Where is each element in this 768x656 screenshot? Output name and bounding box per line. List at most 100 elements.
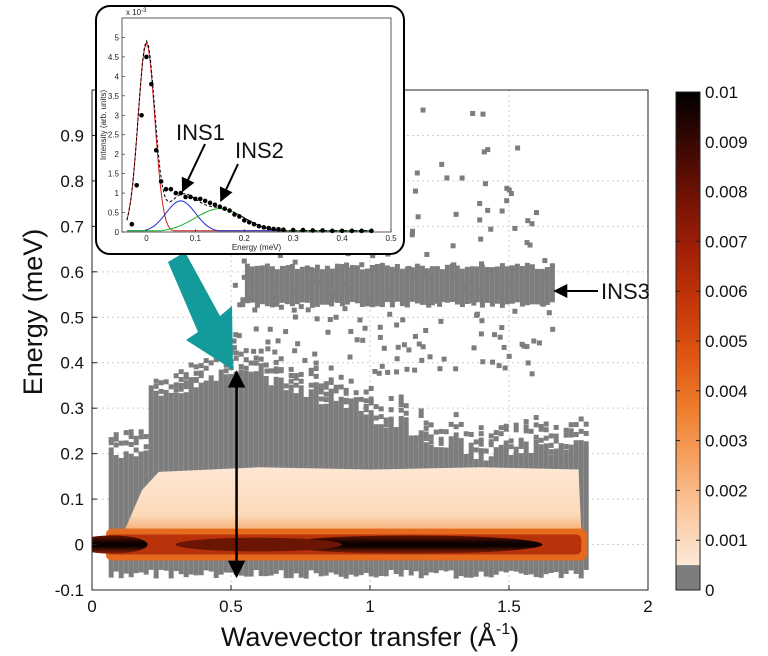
speckle-cell: [563, 443, 569, 449]
speckle-cell: [273, 366, 279, 372]
speckle-cell: [292, 348, 298, 354]
speckle-cell: [323, 384, 329, 390]
ins3-band-column: [289, 263, 295, 307]
speckle-cell: [272, 349, 278, 355]
ins3-band-column: [379, 262, 385, 308]
inset-y-tick-label: 5: [115, 33, 120, 42]
speckle-cell: [363, 407, 369, 413]
ins3-band-column: [504, 266, 510, 305]
speckle-cell: [453, 366, 459, 372]
ins3-band-column: [319, 269, 325, 305]
x-tick-label: 1.5: [497, 597, 521, 616]
ins3-band-column: [449, 263, 455, 302]
speckle-cell: [548, 433, 554, 439]
ins3-band-column: [439, 269, 445, 303]
speckle-cell: [543, 421, 549, 427]
ins3-band-column: [339, 264, 345, 307]
speckle-cell: [338, 374, 344, 380]
speckle-cell: [360, 337, 366, 343]
speckle-cell: [553, 433, 559, 439]
speckle-cell: [548, 442, 554, 448]
y-tick-label: 0.5: [60, 308, 84, 327]
speckle-cell: [573, 431, 579, 437]
speckle-cell: [468, 432, 474, 438]
ins3-band-column: [314, 264, 320, 307]
ins3-band-column: [414, 263, 420, 304]
speckle-cell: [424, 251, 430, 257]
speckle-cell: [403, 403, 409, 409]
y-axis-label: Energy (meV): [18, 229, 48, 396]
speckle-cell: [508, 438, 514, 444]
speckle-cell: [377, 324, 383, 330]
ins3-band-column: [524, 262, 530, 306]
speckle-cell: [325, 329, 331, 335]
inset-data-point: [168, 186, 174, 192]
speckle-cell: [133, 447, 139, 453]
speckle-cell: [237, 302, 243, 308]
inset-y-tick-label: 3: [115, 111, 120, 120]
speckle-cell: [471, 345, 477, 351]
speckle-cell: [198, 363, 204, 369]
speckle-cell: [438, 428, 444, 434]
inset-y-tick-label: 3.5: [108, 92, 120, 101]
speckle-cell: [459, 175, 465, 181]
speckle-cell: [248, 360, 254, 366]
ins3-band-column: [549, 263, 555, 303]
speckle-cell: [437, 301, 443, 307]
speckle-cell: [478, 431, 484, 437]
speckle-cell: [313, 373, 319, 379]
inset-data-point: [163, 186, 169, 192]
ins3-band-column: [324, 265, 330, 305]
speckle-cell: [403, 410, 409, 416]
speckle-cell: [401, 342, 407, 348]
speckle-cell: [240, 302, 246, 308]
speckle-cell: [538, 426, 544, 432]
speckle-cell: [378, 406, 384, 412]
speckle-cell: [543, 427, 549, 433]
y-tick-label: 0.8: [60, 172, 84, 191]
speckle-cell: [158, 380, 164, 386]
colorbar-tick-label: 0.005: [705, 332, 748, 351]
inset-data-point: [217, 204, 223, 210]
y-tick-label: 0.1: [60, 490, 84, 509]
speckle-cell: [370, 253, 376, 259]
speckle-cell: [143, 444, 149, 450]
speckle-cell: [412, 188, 418, 194]
y-tick-label: 0.7: [60, 217, 84, 236]
x-axis-label: Wavevector transfer (Å-1): [221, 621, 519, 652]
speckle-cell: [274, 301, 280, 307]
speckle-cell: [448, 421, 454, 427]
inset-data-point: [256, 223, 262, 229]
inset-y-scale-sup: -3: [141, 8, 147, 14]
speckle-cell: [233, 355, 239, 361]
speckle-cell: [470, 110, 476, 116]
speckle-cell: [263, 362, 269, 368]
speckle-cell: [518, 437, 524, 443]
ins3-band-column: [334, 263, 340, 303]
speckle-cell: [493, 436, 499, 442]
inset-data-point: [330, 228, 335, 234]
speckle-cell: [528, 428, 534, 434]
speckle-cell: [385, 369, 391, 375]
speckle-cell: [427, 354, 433, 360]
speckle-cell: [253, 360, 259, 366]
speckle-cell: [138, 434, 144, 440]
speckle-cell: [318, 383, 324, 389]
heatmap-field: [92, 107, 589, 579]
speckle-cell: [533, 210, 539, 216]
speckle-cell: [423, 431, 429, 437]
ins3-label: INS3: [601, 279, 650, 304]
x-axis-label-main: Wavevector transfer (Å: [221, 621, 496, 652]
speckle-cell: [358, 396, 364, 402]
speckle-cell: [412, 333, 418, 339]
speckle-cell: [118, 440, 124, 446]
speckle-cell: [363, 398, 369, 404]
speckle-cell: [231, 338, 237, 344]
speckle-cell: [458, 421, 464, 427]
speckle-cell: [503, 426, 509, 432]
speckle-cell: [525, 218, 531, 224]
speckle-cell: [333, 384, 339, 390]
speckle-cell: [512, 308, 518, 314]
speckle-cell: [368, 400, 374, 406]
speckle-cell: [183, 380, 189, 386]
